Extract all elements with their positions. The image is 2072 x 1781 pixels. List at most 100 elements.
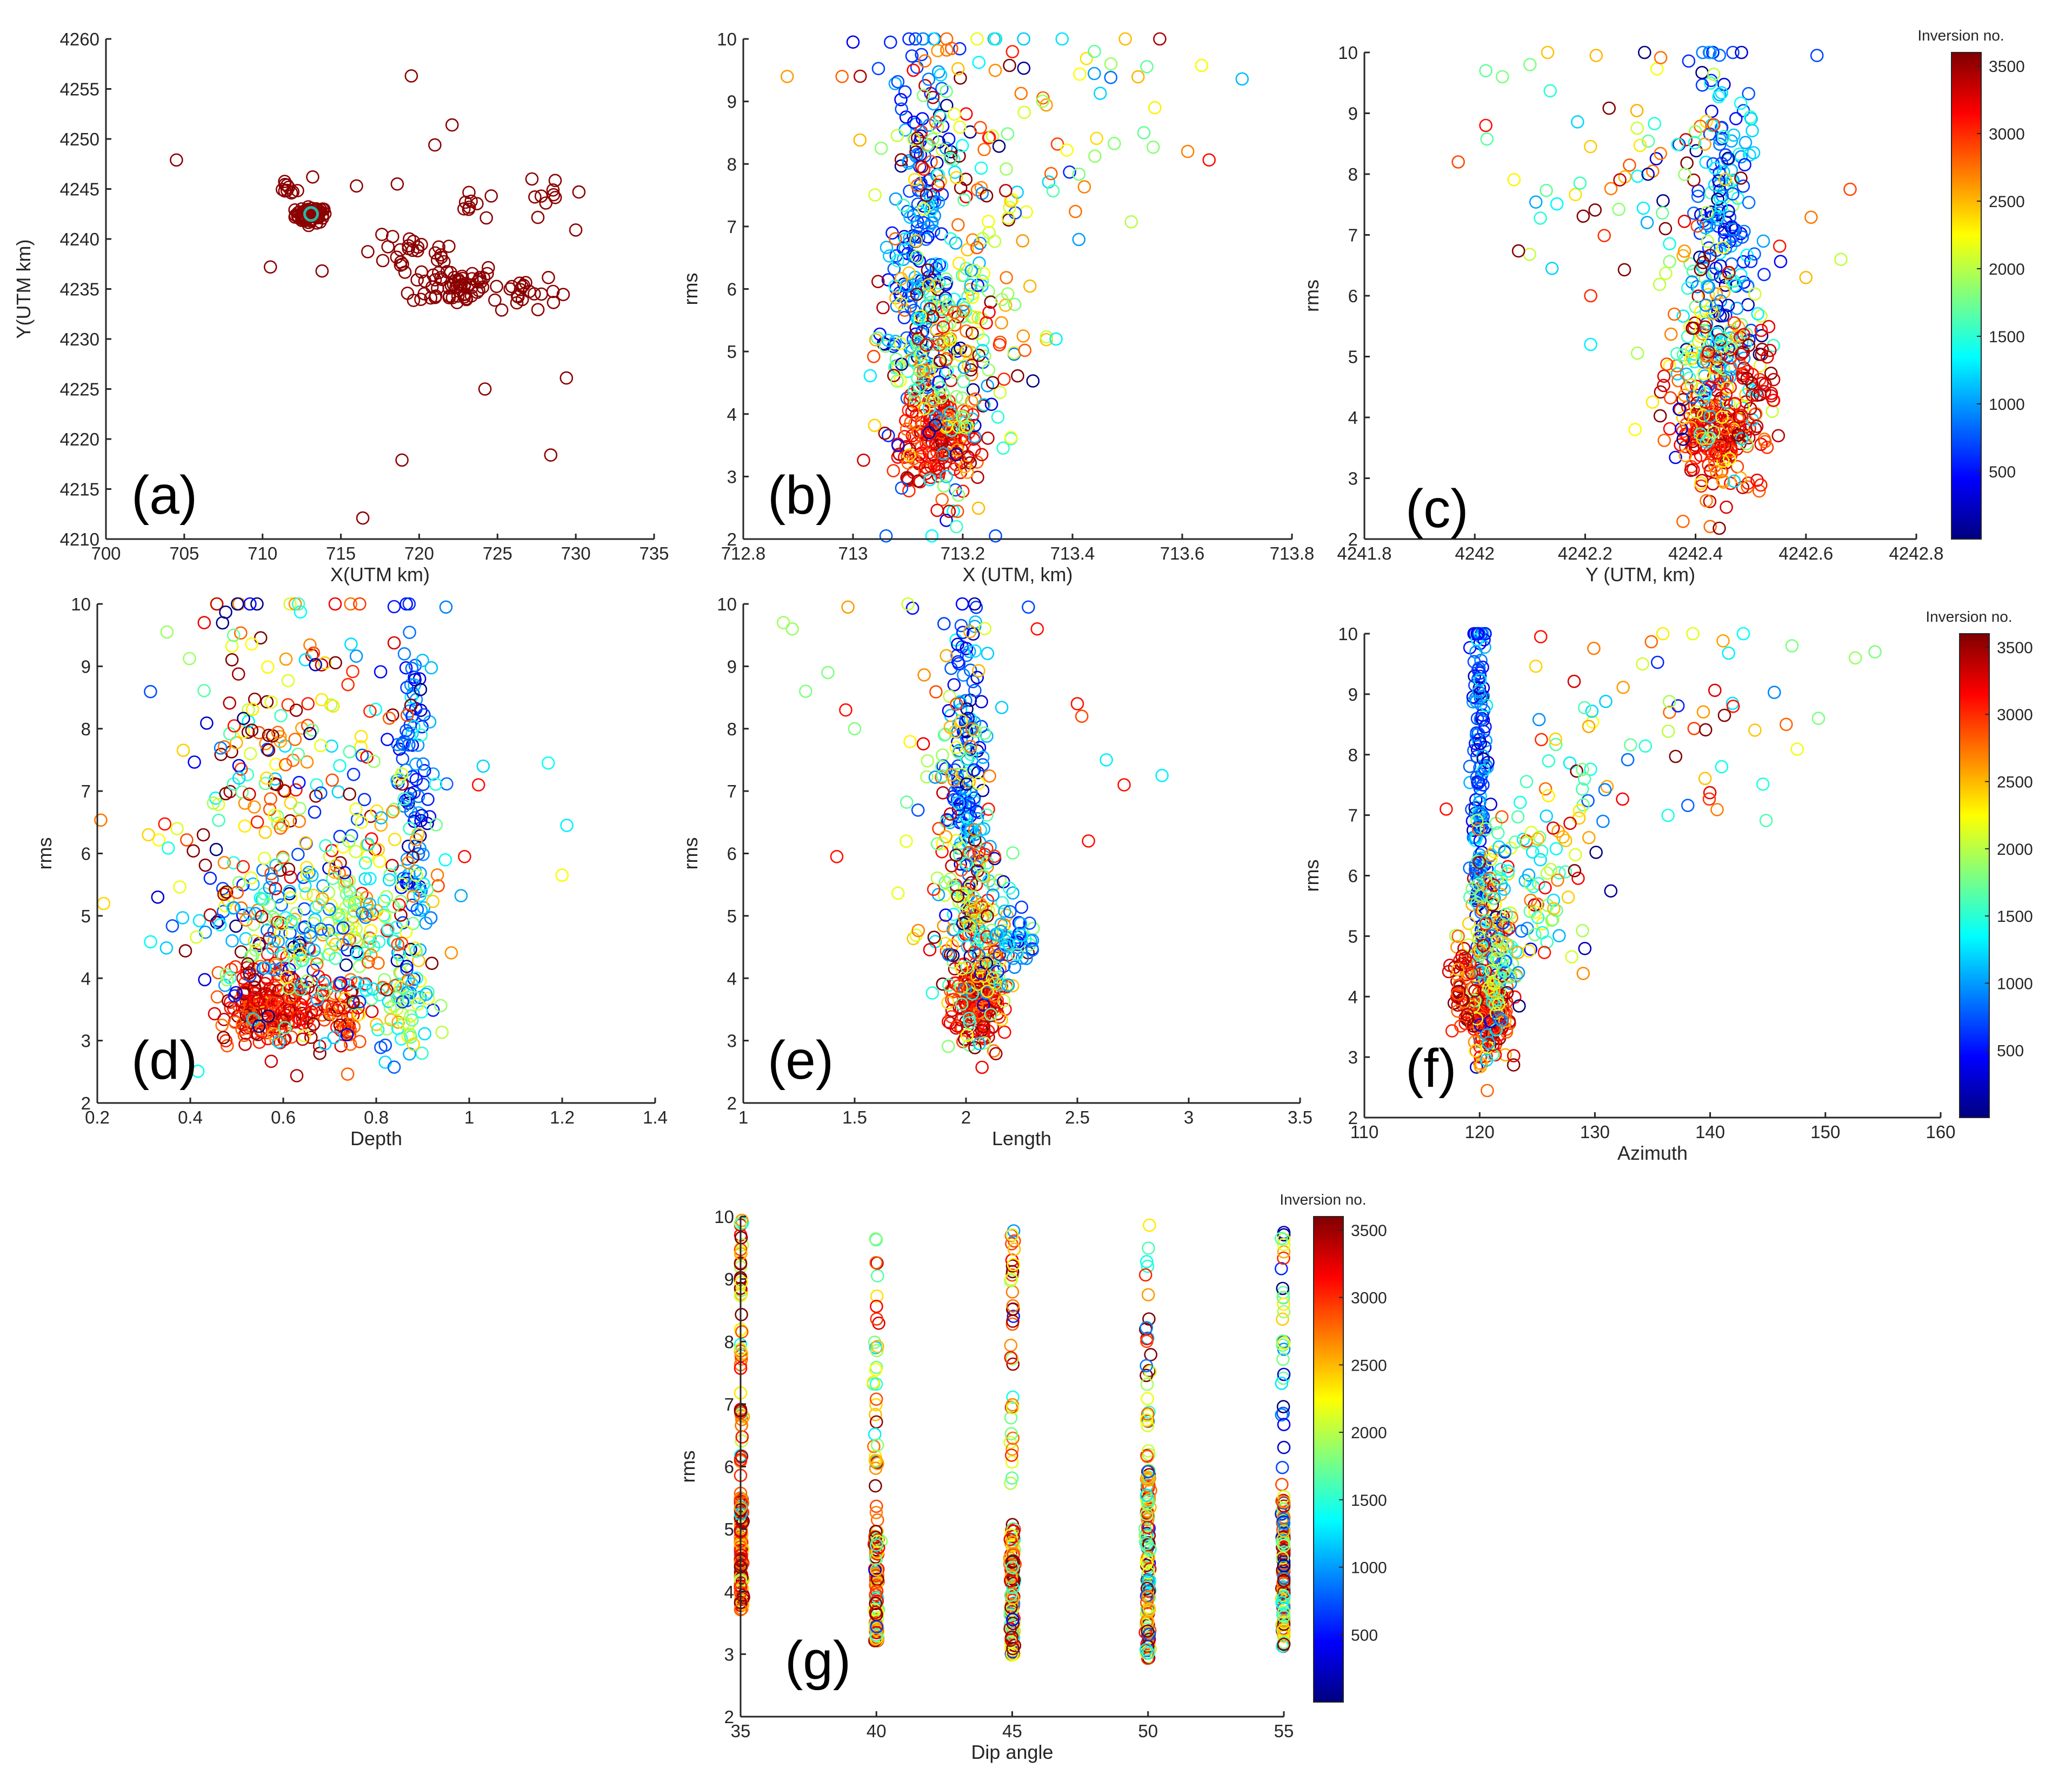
data-point <box>932 375 946 389</box>
data-point <box>1715 121 1728 135</box>
data-point <box>1714 465 1728 479</box>
data-point <box>1474 1018 1487 1032</box>
data-point <box>735 1308 748 1321</box>
data-point <box>910 250 924 263</box>
data-point <box>870 1620 884 1634</box>
data-point <box>1804 210 1818 224</box>
data-point <box>920 381 934 394</box>
data-point <box>982 215 995 228</box>
data-point <box>909 145 923 159</box>
data-point <box>1471 822 1485 836</box>
panel-a: 700 705 710 715 720 725 730 7354210421542204225… <box>12 29 669 586</box>
data-point <box>1549 842 1563 856</box>
data-point <box>183 652 196 666</box>
data-point <box>1708 161 1722 175</box>
markers-f <box>1440 627 1882 1098</box>
data-point <box>371 956 385 970</box>
data-point <box>1538 782 1553 796</box>
data-point <box>226 856 241 870</box>
data-point <box>1470 770 1484 785</box>
data-point <box>417 901 431 915</box>
data-point <box>196 828 210 842</box>
data-point <box>1020 205 1033 219</box>
data-point <box>937 479 951 493</box>
data-point <box>1138 1268 1152 1282</box>
data-point <box>449 281 463 294</box>
data-point <box>400 708 414 722</box>
data-point <box>981 431 995 445</box>
y-axis-title: rms <box>34 838 56 870</box>
data-point <box>939 277 953 291</box>
y-axis-title: rms <box>677 1451 699 1483</box>
data-point <box>936 320 950 334</box>
data-point <box>1582 720 1596 733</box>
data-point <box>1715 760 1729 774</box>
data-point <box>262 743 276 757</box>
data-point <box>1718 148 1733 162</box>
data-point <box>940 815 953 829</box>
data-point <box>936 748 949 762</box>
data-point <box>1155 769 1169 782</box>
data-point <box>1088 149 1102 163</box>
data-point <box>971 806 985 819</box>
data-point <box>1834 252 1848 267</box>
data-point <box>945 939 960 953</box>
data-point <box>1137 126 1151 139</box>
data-point <box>959 344 972 358</box>
data-point <box>361 955 375 969</box>
data-point <box>1486 892 1500 905</box>
data-point <box>383 868 397 882</box>
data-point <box>1094 87 1107 100</box>
data-point <box>921 263 935 277</box>
data-point <box>285 916 299 930</box>
data-point <box>735 1413 749 1426</box>
y-tick-label: 9 <box>81 656 91 676</box>
data-point <box>1745 124 1759 137</box>
data-point <box>1275 1460 1289 1474</box>
data-point <box>930 323 943 336</box>
y-tick-label: 3 <box>81 1031 91 1051</box>
data-point <box>1532 713 1546 727</box>
data-point <box>1077 180 1091 194</box>
data-point <box>1669 450 1682 464</box>
data-point <box>1463 890 1477 904</box>
data-point <box>981 647 995 660</box>
data-point <box>931 168 945 182</box>
data-point <box>977 267 991 281</box>
data-point <box>951 889 965 903</box>
data-point <box>278 1021 292 1035</box>
data-point <box>1703 520 1717 534</box>
data-point <box>1736 371 1750 385</box>
data-point <box>943 1016 957 1030</box>
data-point <box>974 898 988 911</box>
data-point <box>1604 884 1618 898</box>
data-point <box>264 792 277 806</box>
data-point <box>967 890 980 903</box>
data-point <box>950 504 964 519</box>
data-point <box>1716 454 1730 468</box>
data-point <box>905 49 919 63</box>
x-tick-label: 713.8 <box>1270 543 1315 563</box>
y-tick-label: 4225 <box>60 380 99 400</box>
data-point <box>931 178 945 192</box>
data-point <box>1082 834 1095 848</box>
data-point <box>1072 232 1086 247</box>
data-point <box>925 986 940 1000</box>
data-point <box>961 466 974 479</box>
x-tick-label: 712.8 <box>721 543 766 563</box>
data-point <box>945 1004 959 1018</box>
data-point <box>1687 173 1701 187</box>
data-point <box>921 230 935 244</box>
data-point <box>944 232 958 246</box>
data-point <box>951 979 965 993</box>
data-point <box>902 266 916 280</box>
data-point <box>871 1541 885 1554</box>
data-point <box>291 184 304 197</box>
data-point <box>1651 655 1664 669</box>
data-point <box>416 777 430 792</box>
data-point <box>955 138 969 152</box>
data-point <box>1465 966 1478 980</box>
data-point <box>854 69 867 83</box>
data-point <box>1511 966 1525 980</box>
